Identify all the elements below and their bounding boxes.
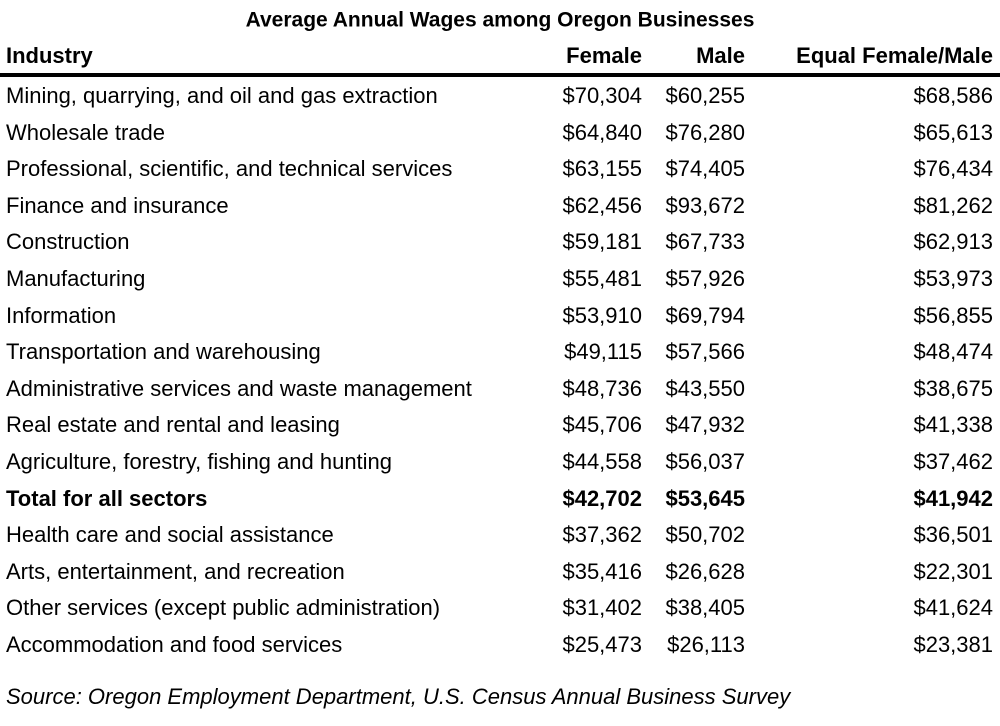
- wage-value: $41,338: [913, 412, 993, 438]
- wage-value: $41,624: [913, 595, 993, 621]
- wage-value: $55,481: [562, 266, 642, 291]
- wage-value: $74,405: [665, 156, 745, 182]
- column-header: Equal Female/Male: [796, 43, 993, 68]
- wage-value: $76,280: [665, 119, 745, 145]
- wage-value: $81,262: [913, 192, 993, 218]
- industry-name: Other services (except public administra…: [6, 595, 441, 621]
- wage-value: $22,301: [913, 558, 993, 584]
- industry-name: Total for all sectors: [6, 485, 208, 511]
- wage-value: $44,558: [562, 449, 642, 474]
- column-header: Male: [696, 43, 745, 68]
- table-title: Average Annual Wages among Oregon Busine…: [245, 8, 755, 32]
- industry-name: Professional, scientific, and technical …: [6, 156, 453, 182]
- wage-value: $50,702: [665, 522, 745, 548]
- industry-name: Mining, quarrying, and oil and gas extra…: [6, 83, 438, 108]
- wage-value: $45,706: [562, 412, 642, 438]
- wage-value: $26,113: [667, 632, 745, 657]
- wage-value: $47,932: [665, 412, 745, 438]
- wage-value: $68,586: [913, 83, 993, 108]
- wage-value: $63,155: [562, 156, 642, 182]
- industry-name: Administrative services and waste manage…: [6, 375, 472, 401]
- wage-value: $48,474: [913, 339, 993, 365]
- industry-name: Finance and insurance: [6, 192, 229, 218]
- wage-value: $76,434: [913, 156, 993, 182]
- industry-name: Accommodation and food services: [6, 632, 343, 657]
- wage-value: $38,405: [665, 595, 745, 621]
- wage-value: $48,736: [562, 375, 642, 401]
- industry-name: Information: [6, 302, 117, 328]
- wage-value: $57,566: [665, 339, 745, 365]
- column-header: Industry: [6, 43, 93, 68]
- wage-value: $62,456: [562, 192, 642, 218]
- wage-value: $41,942: [913, 485, 993, 511]
- industry-name: Agriculture, forestry, fishing and hunti…: [6, 449, 393, 474]
- wage-value: $49,115: [564, 339, 642, 365]
- wage-value: $53,910: [562, 302, 642, 328]
- wage-value: $57,926: [665, 266, 745, 291]
- header-rule: [0, 73, 1000, 77]
- wage-value: $59,181: [562, 229, 642, 255]
- wage-value: $93,672: [665, 192, 745, 218]
- wage-value: $31,402: [562, 595, 642, 621]
- wage-value: $69,794: [665, 302, 745, 328]
- wage-value: $25,473: [562, 632, 642, 657]
- industry-name: Construction: [6, 229, 130, 255]
- wage-value: $53,645: [665, 485, 745, 511]
- column-header: Female: [566, 43, 642, 68]
- wage-value: $65,613: [913, 119, 993, 145]
- source-note: Source: Oregon Employment Department, U.…: [6, 684, 791, 709]
- wage-value: $70,304: [562, 83, 642, 108]
- wage-value: $35,416: [562, 558, 642, 584]
- wage-value: $67,733: [665, 229, 745, 255]
- wage-value: $37,362: [562, 522, 642, 548]
- wage-value: $26,628: [665, 558, 745, 584]
- wage-value: $37,462: [913, 449, 993, 474]
- industry-name: Manufacturing: [6, 266, 146, 291]
- wage-value: $62,913: [913, 229, 993, 255]
- industry-name: Health care and social assistance: [6, 522, 334, 548]
- industry-name: Real estate and rental and leasing: [6, 412, 340, 438]
- wage-value: $43,550: [665, 375, 745, 401]
- wage-value: $56,855: [913, 302, 993, 328]
- wage-value: $42,702: [562, 485, 642, 511]
- wage-value: $36,501: [913, 522, 993, 548]
- wage-value: $38,675: [913, 375, 993, 401]
- industry-name: Wholesale trade: [6, 119, 165, 145]
- wage-value: $64,840: [562, 119, 642, 145]
- industry-name: Arts, entertainment, and recreation: [6, 558, 345, 584]
- industry-name: Transportation and warehousing: [6, 339, 321, 365]
- wage-value: $60,255: [665, 83, 745, 108]
- wage-value: $23,381: [913, 632, 993, 657]
- wage-value: $53,973: [913, 266, 993, 291]
- wage-value: $56,037: [665, 449, 745, 474]
